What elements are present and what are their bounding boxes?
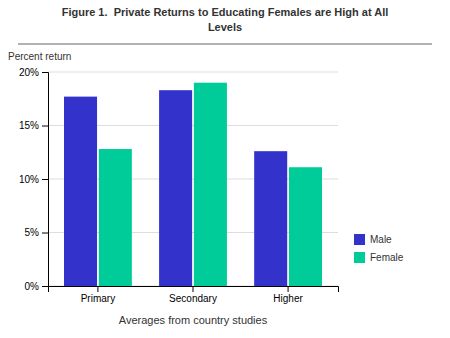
y-tick-label: 20%	[19, 67, 39, 78]
bar	[99, 149, 132, 286]
y-tick: 5%	[25, 227, 48, 238]
x-tick: Primary	[81, 286, 115, 304]
bar	[289, 167, 322, 286]
y-tick-label: 10%	[19, 174, 39, 185]
y-axis-label: Percent return	[8, 51, 71, 62]
bar	[159, 90, 192, 286]
y-tick-mark	[42, 179, 48, 180]
x-axis-label: Averages from country studies	[119, 314, 268, 326]
bar	[254, 151, 287, 286]
y-tick: 10%	[19, 174, 48, 185]
legend-swatch	[354, 234, 365, 245]
chart: Figure 1. Private Returns to Educating F…	[0, 0, 450, 338]
y-tick-mark	[42, 233, 48, 234]
bar	[194, 83, 227, 286]
x-tick-mark	[97, 286, 98, 292]
separator	[18, 43, 432, 45]
title: Figure 1. Private Returns to Educating F…	[62, 6, 389, 33]
y-axis-line	[42, 73, 49, 287]
y-tick: 20%	[19, 67, 48, 78]
x-tick-mark	[288, 286, 289, 292]
y-tick-mark	[42, 286, 48, 287]
grid-line	[48, 72, 338, 73]
x-tick-label: Higher	[273, 293, 303, 304]
legend-item: Female	[354, 252, 404, 263]
y-tick-label: 0%	[25, 281, 40, 292]
x-tick: Secondary	[169, 286, 217, 304]
legend-swatch	[354, 252, 365, 263]
x-axis-line	[49, 287, 339, 293]
legend-item: Male	[354, 234, 392, 245]
x-tick: Higher	[273, 286, 303, 304]
legend-label: Female	[370, 252, 404, 263]
bar	[64, 97, 97, 286]
bar-series	[64, 90, 287, 286]
plot: 0% 5% 10% 15% 20% Primary Secondary Higher	[19, 67, 339, 304]
x-axis: Primary Secondary Higher	[49, 286, 339, 304]
y-tick-label: 5%	[25, 227, 40, 238]
x-tick-label: Secondary	[169, 293, 217, 304]
y-tick-label: 15%	[19, 120, 39, 131]
y-tick-mark	[42, 126, 48, 127]
bars	[64, 83, 322, 286]
grid	[48, 72, 338, 286]
y-axis: 0% 5% 10% 15% 20%	[19, 67, 49, 292]
legend-label: Male	[370, 234, 392, 245]
bar-series	[99, 83, 322, 286]
legend: Male Female	[354, 234, 404, 263]
y-tick: 0%	[25, 281, 48, 292]
x-tick-mark	[193, 286, 194, 292]
y-tick: 15%	[19, 120, 48, 131]
y-tick-mark	[42, 72, 48, 73]
x-tick-label: Primary	[81, 293, 115, 304]
